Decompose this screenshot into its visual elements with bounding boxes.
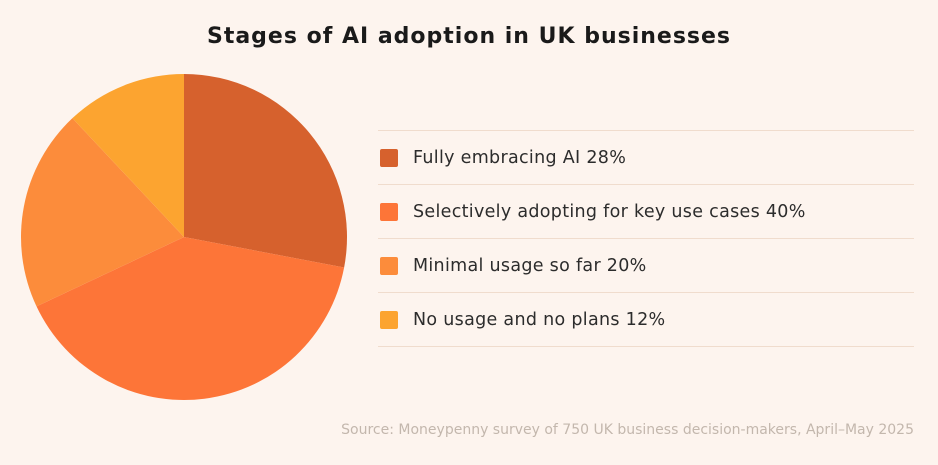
pie-slices: [21, 74, 347, 400]
legend-swatch: [380, 202, 398, 221]
legend-label: No usage and no plans 12%: [413, 309, 666, 330]
legend-swatch: [380, 256, 398, 275]
legend: Fully embracing AI 28% Selectively adopt…: [378, 130, 914, 347]
pie-slice-minimal-usage: [21, 118, 184, 307]
legend-item-no-usage: No usage and no plans 12%: [378, 293, 914, 347]
legend-swatch: [380, 310, 398, 329]
pie-slice-selectively-adopting: [36, 237, 345, 400]
legend-item-selectively-adopting: Selectively adopting for key use cases 4…: [378, 185, 914, 239]
legend-swatch: [380, 148, 398, 167]
pie-slice-no-usage: [72, 74, 184, 237]
pie-slice-fully-embracing: [184, 74, 347, 268]
legend-label: Selectively adopting for key use cases 4…: [413, 201, 806, 222]
legend-label: Fully embracing AI 28%: [413, 147, 627, 168]
pie-chart: [21, 74, 347, 400]
chart-title: Stages of AI adoption in UK businesses: [206, 24, 732, 49]
legend-label: Minimal usage so far 20%: [413, 255, 647, 276]
legend-item-minimal-usage: Minimal usage so far 20%: [378, 239, 914, 293]
chart-source: Source: Moneypenny survey of 750 UK busi…: [341, 422, 914, 438]
legend-item-fully-embracing: Fully embracing AI 28%: [378, 131, 914, 185]
